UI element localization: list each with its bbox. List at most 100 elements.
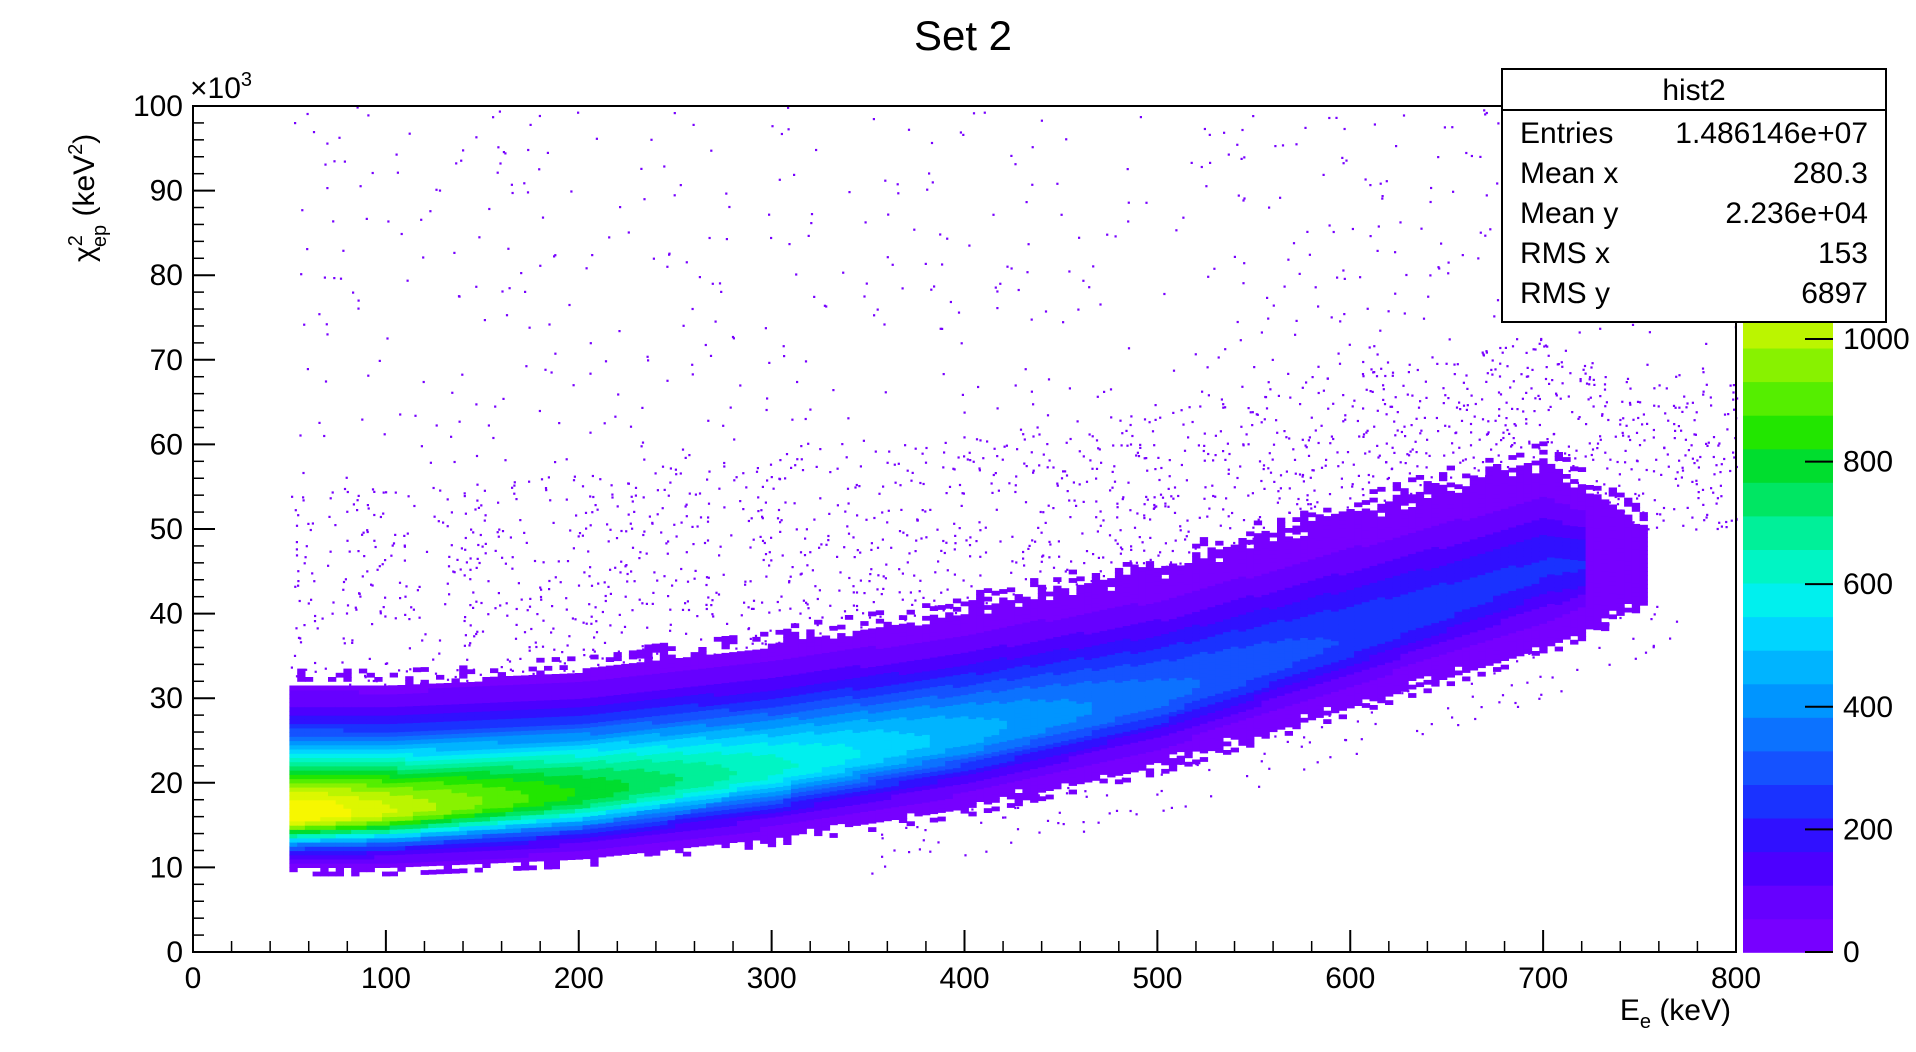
heatmap-cell — [1014, 750, 1023, 756]
heatmap-cell — [304, 694, 314, 699]
heatmap-cell — [436, 729, 445, 735]
heatmap-cell — [459, 809, 468, 814]
heatmap-cell — [459, 834, 468, 840]
heatmap-cell — [551, 779, 560, 785]
heatmap-cell — [1076, 741, 1085, 747]
heatmap-cell — [775, 820, 784, 826]
heatmap-cell — [428, 823, 437, 828]
heatmap-cell — [821, 737, 831, 742]
heatmap-cell — [983, 685, 993, 691]
heatmap-cell — [582, 828, 591, 834]
heatmap-cell — [806, 629, 815, 635]
heatmap-cell — [952, 801, 962, 807]
heatmap-cell — [682, 733, 692, 739]
heatmap-cell — [289, 867, 298, 873]
heatmap-cell — [412, 802, 422, 808]
heatmap-cell — [698, 841, 707, 847]
heatmap-cell — [567, 741, 576, 746]
heatmap-cell — [952, 712, 962, 718]
heatmap-cell — [652, 719, 661, 725]
heatmap-cell — [675, 738, 684, 744]
heatmap-cell — [706, 705, 715, 711]
heatmap-cell — [1091, 759, 1101, 764]
heatmap-cell — [713, 670, 723, 676]
heatmap-cell — [436, 831, 445, 837]
heatmap-cell — [875, 745, 885, 751]
heatmap-cell — [343, 761, 352, 767]
heatmap-cell — [945, 684, 954, 689]
heatmap-cell — [1045, 659, 1054, 665]
heatmap-cell — [837, 692, 846, 698]
heatmap-cell — [621, 685, 630, 690]
heatmap-cell — [1037, 610, 1047, 615]
heatmap-cell — [983, 613, 993, 619]
heatmap-cell — [837, 793, 846, 799]
heatmap-cell — [806, 802, 815, 808]
heatmap-cell — [374, 812, 383, 818]
heatmap-cell — [790, 724, 800, 730]
heatmap-cell — [1068, 620, 1077, 626]
heatmap-cell — [783, 738, 792, 744]
heatmap-cell — [760, 758, 769, 764]
heatmap-cell — [783, 637, 792, 642]
heatmap-cell — [868, 729, 877, 735]
heatmap-cell — [644, 733, 653, 739]
heatmap-cell — [497, 832, 506, 838]
heatmap-cell — [320, 753, 329, 758]
heatmap-cell — [1022, 677, 1031, 682]
heatmap-cell — [451, 737, 460, 743]
heatmap-cell — [1099, 778, 1108, 784]
heatmap-cell — [875, 758, 885, 764]
heatmap-cell — [952, 674, 962, 680]
heatmap-cell — [945, 726, 954, 732]
heatmap-cell — [790, 720, 800, 726]
heatmap-cell — [736, 778, 746, 783]
heatmap-cell — [459, 830, 468, 836]
heatmap-cell — [1030, 789, 1039, 795]
heatmap-cell — [667, 815, 676, 821]
heatmap-cell — [821, 804, 831, 810]
heatmap-cell — [343, 829, 352, 835]
heatmap-cell — [736, 651, 746, 656]
heatmap-cell — [690, 664, 699, 670]
heatmap-cell — [983, 605, 993, 610]
heatmap-cell — [358, 795, 368, 801]
heatmap-cell — [798, 685, 807, 691]
heatmap-cell — [891, 633, 900, 639]
heatmap-cell — [312, 702, 321, 708]
heatmap-cell — [914, 697, 923, 703]
heatmap-cell — [698, 676, 707, 682]
heatmap-cell — [443, 742, 452, 747]
heatmap-cell — [644, 851, 653, 857]
heatmap-cell — [844, 754, 854, 760]
heatmap-cell — [837, 730, 846, 736]
heatmap-cell — [328, 829, 337, 835]
heatmap-cell — [605, 750, 615, 755]
heatmap-cell — [844, 712, 854, 718]
heatmap-cell — [343, 850, 352, 856]
heatmap-cell — [937, 668, 946, 674]
heatmap-cell — [443, 864, 452, 870]
heatmap-cell — [351, 702, 360, 708]
heatmap-cell — [767, 762, 777, 767]
heatmap-cell — [582, 740, 591, 745]
heatmap-cell — [690, 660, 699, 666]
heatmap-cell — [374, 749, 383, 754]
heatmap-cell — [760, 720, 769, 726]
heatmap-cell — [358, 850, 368, 856]
heatmap-cell — [790, 657, 800, 662]
heatmap-cell — [682, 801, 692, 806]
heatmap-cell — [837, 789, 846, 795]
heatmap-cell — [598, 852, 607, 858]
heatmap-cell — [1099, 643, 1108, 648]
heatmap-cell — [520, 814, 530, 820]
heatmap-cell — [914, 718, 923, 724]
heatmap-cell — [1060, 694, 1070, 699]
heatmap-cell — [1037, 766, 1047, 772]
heatmap-cell — [459, 792, 468, 798]
heatmap-cell — [976, 776, 985, 781]
heatmap-cell — [320, 795, 329, 801]
heatmap-cell — [844, 708, 854, 713]
heatmap-cell — [582, 689, 591, 695]
heatmap-cell — [451, 695, 460, 701]
